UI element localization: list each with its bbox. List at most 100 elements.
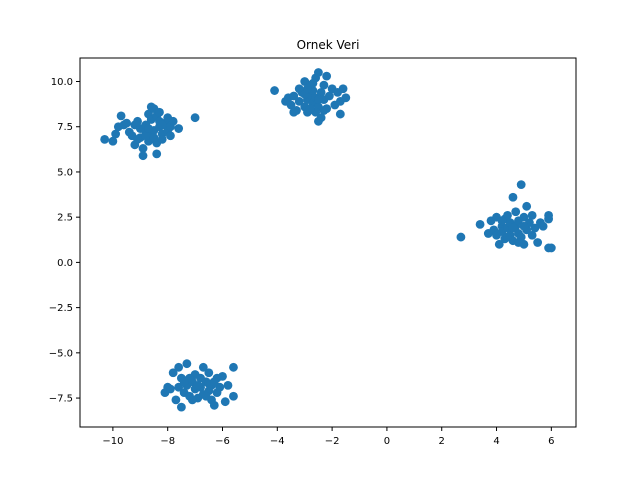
data-point [209,400,219,410]
data-point [319,106,329,115]
data-point [294,97,304,106]
data-point [303,84,312,94]
data-point [144,124,153,133]
data-point [522,201,532,211]
data-point [229,362,238,372]
data-point [157,135,167,144]
data-point [544,210,553,220]
data-point [514,238,523,247]
data-point [308,78,318,88]
x-tick-label: −4 [270,436,285,447]
y-tick-label: 0.0 [57,258,73,269]
y-tick-label: 5.0 [57,167,73,178]
data-point [511,207,521,217]
data-point [533,238,543,247]
data-point [133,116,142,126]
data-point [270,86,279,95]
data-point [516,180,526,190]
data-point [176,402,186,412]
data-point [527,230,537,240]
data-point [174,362,184,372]
data-point [218,371,227,381]
x-tick-label: 0 [384,436,390,447]
x-tick-label: 6 [548,436,554,447]
data-point [201,391,211,401]
data-point [209,377,219,387]
chart-title: Ornek Veri [297,38,360,52]
data-point [289,107,299,117]
data-point [166,384,175,394]
points-layer [100,68,556,412]
y-tick-label: 2.5 [57,213,73,224]
data-point [149,133,159,142]
data-point [146,102,156,112]
data-point [166,131,175,141]
data-point [519,221,529,231]
data-point [456,232,466,242]
data-point [157,120,167,130]
data-point [497,216,507,226]
data-point [316,87,326,97]
data-point [133,135,142,144]
data-point [503,232,512,242]
x-tick-label: 4 [493,436,499,447]
data-point [289,91,299,101]
data-point [314,116,323,126]
data-point [171,395,181,405]
data-point [229,391,238,401]
x-axis: −10 −8 −6 −4 −2 0 2 4 6 [102,427,555,447]
data-point [314,95,323,104]
y-tick-label: 10.0 [51,77,73,88]
plot-frame [79,57,577,428]
data-point [116,111,126,121]
data-point [508,223,518,233]
data-point [193,381,203,390]
x-tick-label: 2 [439,436,445,447]
data-point [494,239,504,249]
data-point [508,192,518,202]
data-point [152,149,162,159]
data-point [527,210,537,220]
data-point [141,131,151,141]
data-point [546,243,556,253]
data-point [138,151,148,161]
data-point [324,91,334,101]
y-tick-label: −7.5 [49,394,73,405]
data-point [138,144,148,153]
data-point [198,362,208,372]
data-point [108,136,118,146]
data-point [338,84,348,94]
data-point [100,135,110,144]
data-point [174,124,184,133]
x-tick-label: −10 [102,436,123,447]
data-point [179,377,189,387]
data-point [163,113,173,123]
data-point [322,71,332,81]
data-point [155,107,164,117]
data-point [305,104,315,114]
data-point [475,220,485,229]
data-point [220,397,230,407]
data-point [519,212,529,222]
data-point [122,118,131,128]
data-point [335,109,345,119]
data-point [182,359,192,369]
data-point [187,395,197,405]
data-point [341,93,351,103]
data-point [538,221,548,231]
data-point [204,368,214,378]
data-point [286,100,296,110]
data-point [314,68,323,77]
y-axis: −7.5 −5.0 −2.5 0.0 2.5 5.0 7.5 10.0 [49,77,80,405]
data-point [168,368,178,378]
y-tick-label: −5.0 [49,348,73,359]
data-point [223,381,233,390]
y-tick-label: −2.5 [49,303,73,314]
x-tick-label: −2 [325,436,340,447]
data-point [503,210,512,220]
x-tick-label: −8 [160,436,175,447]
y-tick-label: 7.5 [57,122,73,133]
data-point [319,80,329,90]
data-point [215,382,225,392]
